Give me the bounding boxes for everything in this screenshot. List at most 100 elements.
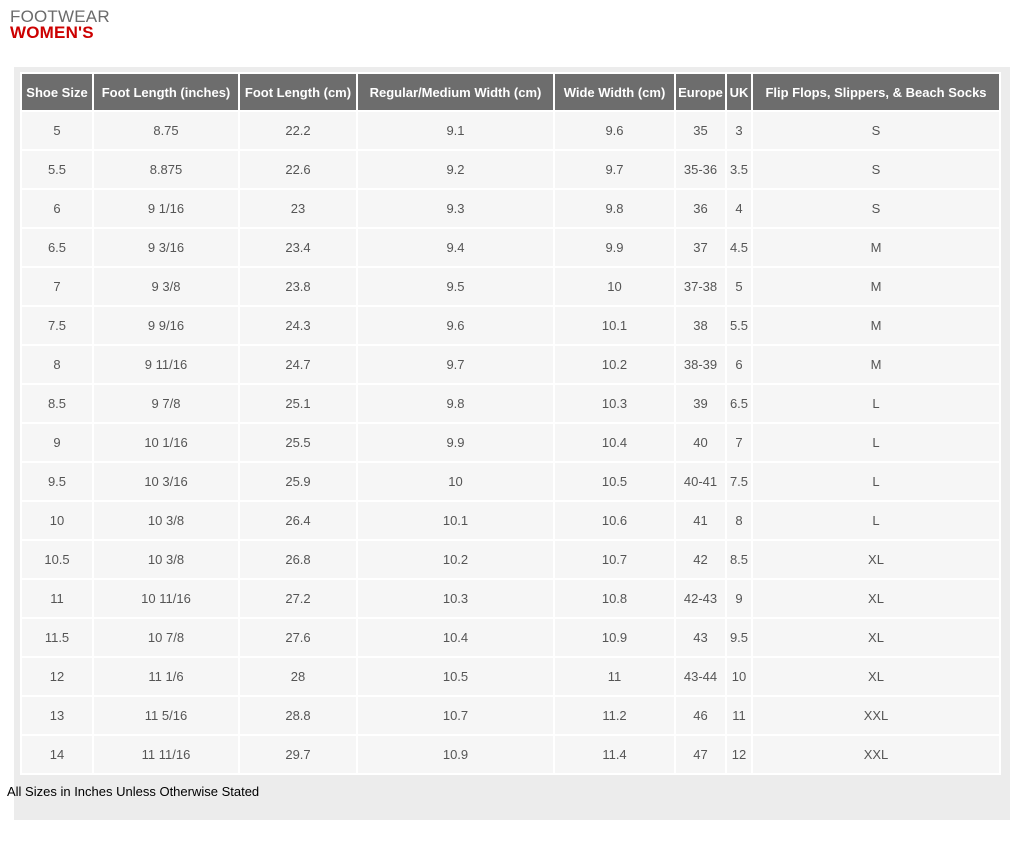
table-row: 12 11 1/6 28 10.5 11 43-44 10 XL	[22, 658, 999, 695]
table-cell: 10 3/16	[94, 463, 238, 500]
table-cell: 10 3/8	[94, 541, 238, 578]
table-cell: 10 3/8	[94, 502, 238, 539]
table-cell: 26.4	[240, 502, 356, 539]
table-row: 11 10 11/16 27.2 10.3 10.8 42-43 9 XL	[22, 580, 999, 617]
table-cell: 27.6	[240, 619, 356, 656]
table-cell: XL	[753, 658, 999, 695]
table-cell: 8.875	[94, 151, 238, 188]
table-cell: 10	[727, 658, 751, 695]
table-cell: 23.8	[240, 268, 356, 305]
table-cell: 7	[22, 268, 92, 305]
column-header: Wide Width (cm)	[555, 74, 674, 110]
table-cell: 5.5	[22, 151, 92, 188]
table-cell: 6	[22, 190, 92, 227]
table-cell: XL	[753, 541, 999, 578]
table-cell: 27.2	[240, 580, 356, 617]
table-cell: 37	[676, 229, 725, 266]
table-cell: 10 1/16	[94, 424, 238, 461]
table-cell: 25.1	[240, 385, 356, 422]
table-cell: 13	[22, 697, 92, 734]
table-body: 5 8.75 22.2 9.1 9.6 35 3 S 5.5 8.875 22.6 9.2 9.7 35-…	[22, 112, 999, 773]
table-cell: 9.4	[358, 229, 553, 266]
table-cell: 43	[676, 619, 725, 656]
table-cell: 6.5	[727, 385, 751, 422]
table-row: 6.5 9 3/16 23.4 9.4 9.9 37 4.5 M	[22, 229, 999, 266]
table-cell: 43-44	[676, 658, 725, 695]
table-cell: 9 9/16	[94, 307, 238, 344]
table-cell: M	[753, 346, 999, 383]
column-header: UK	[727, 74, 751, 110]
table-cell: 11.5	[22, 619, 92, 656]
table-cell: 10.3	[358, 580, 553, 617]
table-cell: 38	[676, 307, 725, 344]
table-cell: XXL	[753, 697, 999, 734]
table-cell: 9.5	[358, 268, 553, 305]
table-cell: XL	[753, 619, 999, 656]
column-header: Flip Flops, Slippers, & Beach Socks	[753, 74, 999, 110]
table-cell: 39	[676, 385, 725, 422]
table-cell: 9	[727, 580, 751, 617]
table-cell: 46	[676, 697, 725, 734]
table-cell: 5	[22, 112, 92, 149]
table-cell: 4	[727, 190, 751, 227]
table-cell: 9.5	[727, 619, 751, 656]
table-row: 8.5 9 7/8 25.1 9.8 10.3 39 6.5 L	[22, 385, 999, 422]
table-row: 13 11 5/16 28.8 10.7 11.2 46 11 XXL	[22, 697, 999, 734]
table-cell: 9.6	[555, 112, 674, 149]
table-cell: 3.5	[727, 151, 751, 188]
table-cell: 10.7	[358, 697, 553, 734]
table-cell: 24.7	[240, 346, 356, 383]
table-cell: 8	[727, 502, 751, 539]
table-cell: 8	[22, 346, 92, 383]
table-cell: 35	[676, 112, 725, 149]
table-cell: 9.7	[358, 346, 553, 383]
category-label: FOOTWEAR	[10, 7, 110, 26]
table-row: 14 11 11/16 29.7 10.9 11.4 47 12 XXL	[22, 736, 999, 773]
table-cell: 42	[676, 541, 725, 578]
table-cell: 10.4	[555, 424, 674, 461]
table-row: 10 10 3/8 26.4 10.1 10.6 41 8 L	[22, 502, 999, 539]
sizes-footnote: All Sizes in Inches Unless Otherwise Sta…	[7, 784, 260, 799]
table-cell: 10.4	[358, 619, 553, 656]
table-cell: 12	[727, 736, 751, 773]
table-cell: 37-38	[676, 268, 725, 305]
table-cell: 10.9	[358, 736, 553, 773]
table-cell: 11 1/6	[94, 658, 238, 695]
table-cell: L	[753, 463, 999, 500]
table-cell: 40-41	[676, 463, 725, 500]
table-cell: 23.4	[240, 229, 356, 266]
column-header: Shoe Size	[22, 74, 92, 110]
table-cell: 11.2	[555, 697, 674, 734]
table-cell: 10.3	[555, 385, 674, 422]
page-header: FOOTWEAR WOMEN'S	[10, 7, 110, 41]
table-cell: 11	[22, 580, 92, 617]
table-row: 11.5 10 7/8 27.6 10.4 10.9 43 9.5 XL	[22, 619, 999, 656]
table-cell: 10.9	[555, 619, 674, 656]
table-cell: 10.2	[555, 346, 674, 383]
table-cell: 6.5	[22, 229, 92, 266]
table-cell: 10.1	[555, 307, 674, 344]
table-cell: 35-36	[676, 151, 725, 188]
table-cell: 9 7/8	[94, 385, 238, 422]
table-cell: 11	[727, 697, 751, 734]
table-cell: 41	[676, 502, 725, 539]
table-header: Shoe Size Foot Length (inches) Foot Length…	[22, 74, 999, 110]
table-cell: 10.2	[358, 541, 553, 578]
table-cell: 10	[22, 502, 92, 539]
table-cell: 40	[676, 424, 725, 461]
table-cell: 9 3/16	[94, 229, 238, 266]
table-row: 9.5 10 3/16 25.9 10 10.5 40-41 7.5 L	[22, 463, 999, 500]
table-cell: 5.5	[727, 307, 751, 344]
table-row: 5.5 8.875 22.6 9.2 9.7 35-36 3.5 S	[22, 151, 999, 188]
table-cell: L	[753, 424, 999, 461]
table-cell: S	[753, 112, 999, 149]
column-header: Foot Length (inches)	[94, 74, 238, 110]
table-cell: M	[753, 229, 999, 266]
table-cell: 7.5	[727, 463, 751, 500]
table-cell: 22.6	[240, 151, 356, 188]
table-cell: M	[753, 268, 999, 305]
table-cell: 5	[727, 268, 751, 305]
table-row: 5 8.75 22.2 9.1 9.6 35 3 S	[22, 112, 999, 149]
